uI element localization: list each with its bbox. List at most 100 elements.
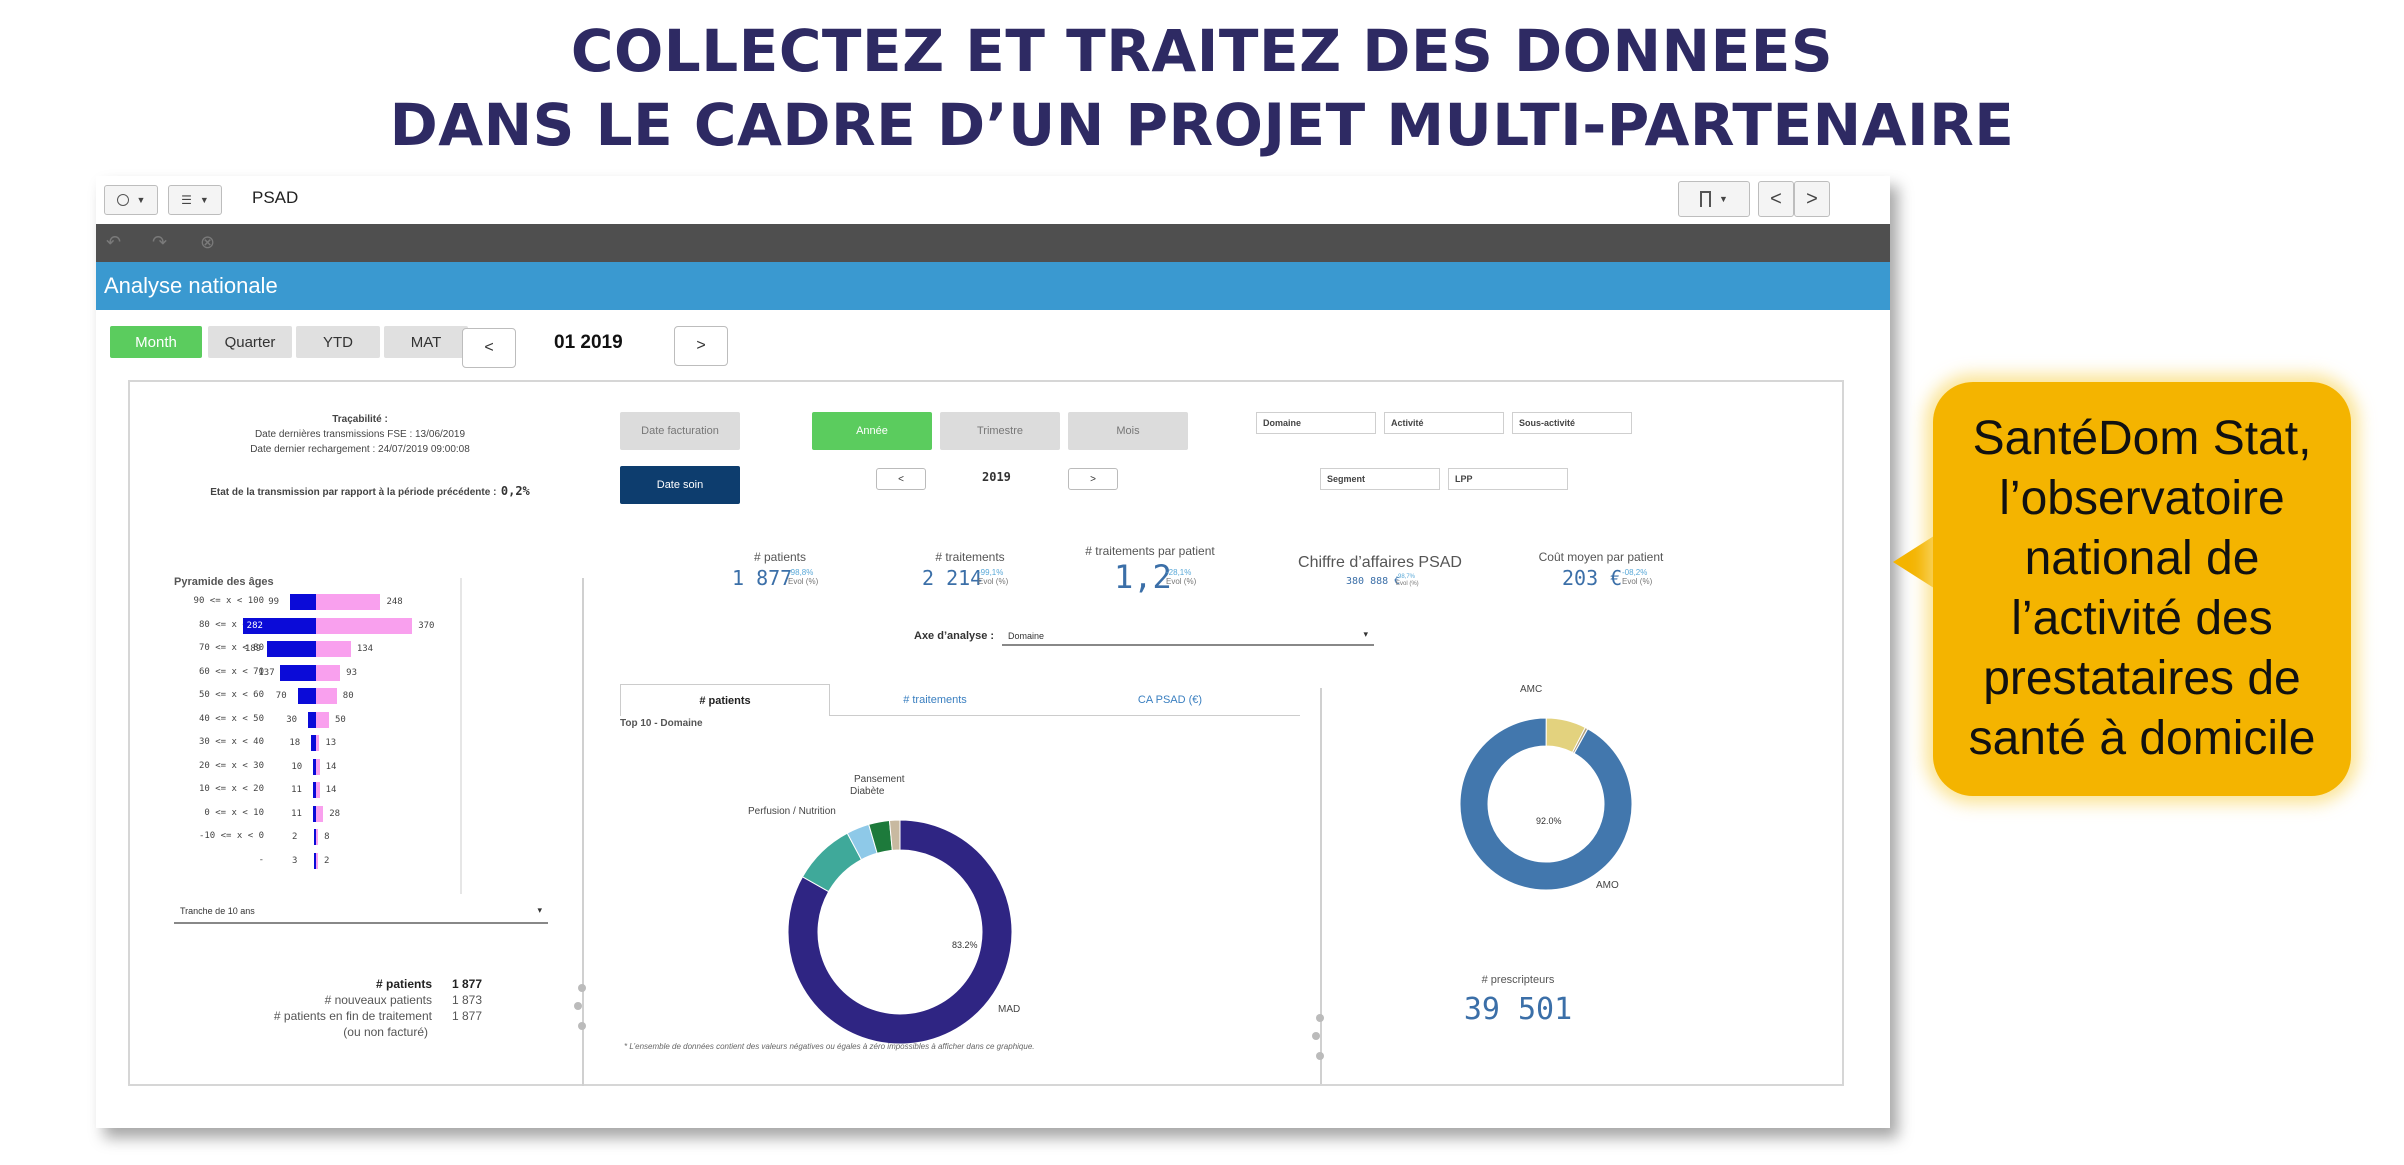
splitter-right-handle[interactable] [1312, 1010, 1328, 1066]
pyramid-bar-left[interactable] [266, 641, 316, 657]
age-pyramid-chart: 90 <= x < 100 99 248 80 <= x < 90 282 370 70 <… [130, 382, 434, 869]
kpi-patients-title: # patients [753, 550, 807, 564]
donut1-note: * L’ensemble de données contient des val… [624, 1042, 1035, 1051]
pyramid-bar-left[interactable] [308, 711, 316, 728]
axis-dropdown[interactable]: Domaine ▾ [1002, 628, 1374, 646]
year-prev-button[interactable]: < [876, 468, 926, 490]
pyramid-bar-right[interactable] [316, 711, 329, 728]
pyramid-value-right: 370 [418, 620, 435, 631]
pyramid-bar-right[interactable] [316, 594, 381, 610]
pyramid-bar-left[interactable] [313, 805, 316, 822]
pyramid-bar-left[interactable] [311, 735, 316, 751]
pyramid-title: Pyramide des âges [174, 576, 274, 588]
pyramid-bar-left[interactable] [290, 594, 316, 610]
period-quarter-button[interactable]: Quarter [208, 326, 292, 358]
donut-slice-autres[interactable] [888, 819, 901, 851]
pyramid-value-right: 13 [325, 738, 337, 748]
donut-slice-mad[interactable] [787, 819, 1013, 1045]
pyramid-bar-right[interactable] [316, 617, 413, 634]
callout-pointer [1893, 534, 1937, 590]
splitter-left[interactable] [582, 578, 584, 1086]
period-month-button[interactable]: Month [110, 326, 202, 358]
donut2-center-label: 92.0% [1536, 816, 1562, 826]
next-sheet-button[interactable]: > [1794, 181, 1830, 217]
pyramid-bar-right[interactable] [316, 664, 341, 681]
pyramid-bar-left[interactable] [280, 664, 316, 681]
period-next-button[interactable]: > [674, 326, 728, 366]
tab-bar [620, 684, 1300, 716]
headline-line-1: COLLECTEZ ET TRAITEZ DES DONNEES [570, 17, 1834, 85]
filter-sous-activite[interactable]: Sous-activité [1512, 412, 1632, 434]
pyramid-bar-left[interactable] [314, 852, 316, 869]
period-ytd-button[interactable]: YTD [296, 326, 380, 358]
donut-slice-autre[interactable] [1571, 726, 1589, 754]
list-menu-button[interactable]: ☰ ▼ [168, 185, 222, 215]
period-prev-button[interactable]: < [462, 328, 516, 368]
chevron-down-icon: ▼ [136, 195, 146, 205]
donut1-subtitle: Top 10 - Domaine [620, 718, 703, 729]
filter-domaine[interactable]: Domaine [1256, 412, 1376, 434]
pyramid-scrollbar[interactable] [460, 578, 462, 894]
donut2-label-amc: AMC [1520, 684, 1543, 695]
chevron-down-icon: ▼ [199, 195, 209, 205]
callout-text: SantéDom Stat, l’observatoire national d… [1968, 412, 2316, 765]
tab-patients[interactable]: # patients [620, 684, 830, 716]
pyramid-granularity-dropdown[interactable]: Tranche de 10 ans ▾ [174, 902, 548, 924]
splitter-left-handle[interactable] [574, 980, 590, 1036]
bookmark-button[interactable]: ▼ [1678, 181, 1750, 217]
pyramid-value-left: 70 [275, 691, 287, 701]
filter-lpp[interactable]: LPP [1448, 468, 1568, 490]
date-soin-button[interactable]: Date soin [620, 466, 740, 504]
pyramid-bar-right[interactable] [316, 758, 320, 775]
kpi-patients-value: 1 877 [732, 566, 793, 590]
pyramid-value-left: 137 [258, 667, 275, 678]
tab-ca-psad[interactable]: CA PSAD (€) [1137, 694, 1203, 706]
pyramid-bar-right[interactable] [316, 688, 337, 704]
filter-activite[interactable]: Activité [1384, 412, 1504, 434]
pyramid-bar-right[interactable] [316, 782, 320, 798]
pyramid-row-label: 80 <= x < 90 [198, 619, 264, 630]
splitter-right[interactable] [1320, 688, 1322, 1084]
prescripteurs-title: # prescripteurs [1481, 974, 1555, 986]
app-toolbar: ▼ ☰ ▼ PSAD ▼ < > [96, 176, 1890, 224]
pyramid-bar-right[interactable] [316, 805, 324, 822]
traceability-title: Traçabilité : [332, 414, 388, 425]
donut1-label-perfusion: Perfusion / Nutrition [748, 806, 836, 817]
mois-button[interactable]: Mois [1068, 412, 1188, 450]
kpi-traitements-value: 2 214 [922, 566, 983, 590]
chevron-right-icon: > [1806, 187, 1818, 210]
clear-selections-icon[interactable]: ⊗ [200, 232, 216, 252]
pyramid-value-left: 282 [246, 620, 263, 631]
year-next-button[interactable]: > [1068, 468, 1118, 490]
pyramid-bar-left[interactable] [242, 617, 316, 634]
pyramid-bar-left[interactable] [297, 688, 316, 704]
kpi-tpp-title: # traitements par patient [1085, 544, 1215, 558]
date-facturation-button[interactable]: Date facturation [620, 412, 740, 450]
pyramid-value-right: 93 [346, 667, 358, 678]
tab-traitements[interactable]: # traitements [903, 694, 967, 706]
annee-button[interactable]: Année [812, 412, 932, 450]
summary-nouveaux-label: # nouveaux patients [324, 993, 432, 1007]
pyramid-bar-left[interactable] [314, 829, 316, 845]
period-mat-button[interactable]: MAT [384, 326, 468, 358]
pyramid-bar-left[interactable] [313, 758, 316, 775]
pyramid-value-right: 14 [325, 785, 337, 795]
prescripteurs-value: 39 501 [1463, 992, 1573, 1027]
pyramid-bar-right[interactable] [316, 829, 319, 845]
donut2-label-amo: AMO [1596, 880, 1619, 891]
pyramid-bar-right[interactable] [316, 852, 318, 869]
summary-patients-value: 1 877 [451, 977, 482, 991]
donut-slice-amo[interactable] [1459, 717, 1633, 891]
pyramid-bar-left[interactable] [313, 782, 316, 798]
filter-segment[interactable]: Segment [1320, 468, 1440, 490]
step-back-icon[interactable]: ↶ [106, 232, 122, 252]
pyramid-bar-right[interactable] [316, 641, 351, 657]
kpi-traitements-title: # traitements [935, 550, 1005, 564]
previous-sheet-button[interactable]: < [1758, 181, 1794, 217]
pyramid-value-right: 134 [356, 644, 374, 654]
step-forward-icon[interactable]: ↷ [152, 232, 168, 252]
pyramid-bar-right[interactable] [316, 735, 320, 751]
trimestre-button[interactable]: Trimestre [940, 412, 1060, 450]
pyramid-value-left: 99 [268, 597, 280, 607]
navigation-menu-button[interactable]: ▼ [104, 185, 158, 215]
